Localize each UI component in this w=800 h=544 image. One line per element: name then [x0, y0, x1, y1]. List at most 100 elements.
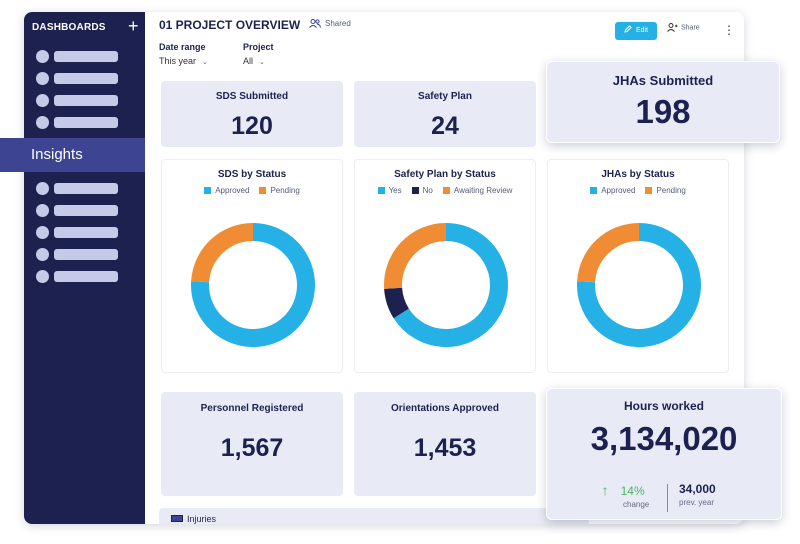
legend-label: Approved — [215, 186, 250, 195]
hours-worked-label: Hours worked — [623, 399, 704, 413]
chart-legend: Yes No Awaiting Review — [355, 186, 535, 195]
flag-icon — [171, 515, 183, 522]
legend-label: No — [422, 186, 433, 195]
legend-swatch — [259, 187, 267, 194]
sidebar-item[interactable] — [36, 50, 120, 63]
sidebar-item-icon — [36, 116, 49, 129]
project-value: All — [243, 56, 254, 66]
legend-item: Approved — [590, 186, 635, 195]
sidebar-item[interactable] — [36, 204, 120, 217]
donut-slice-yes — [393, 223, 508, 347]
sidebar-header: DASHBOARDS — [32, 22, 106, 33]
sds-submitted-value: 120 — [231, 112, 273, 140]
pencil-icon — [624, 25, 632, 33]
chart-legend: Approved Pending — [162, 186, 342, 195]
shared-indicator[interactable]: Shared — [309, 19, 351, 29]
injuries-section[interactable]: Injuries — [159, 508, 589, 524]
legend-item: Approved — [204, 186, 249, 195]
shared-label: Shared — [325, 19, 351, 28]
jhas-submitted-card: JHAs Submitted 198 — [546, 61, 780, 143]
sidebar-item-icon — [36, 94, 49, 107]
sidebar-item-placeholder — [54, 117, 118, 128]
donut-chart — [191, 223, 315, 347]
project-select[interactable]: All ⌄ — [243, 56, 274, 66]
prev-year-stat: 34,000 prev. year — [679, 482, 716, 507]
personnel-registered-card: Personnel Registered 1,567 — [161, 392, 343, 496]
donut-slice-no — [384, 287, 410, 319]
safety-plan-card: Safety Plan 24 — [354, 81, 536, 147]
date-range-label: Date range — [159, 42, 206, 52]
more-options-icon[interactable]: ⋮ — [723, 23, 735, 37]
sidebar-item[interactable] — [36, 226, 120, 239]
personnel-registered-value: 1,567 — [220, 434, 284, 462]
sidebar-item-placeholder — [54, 95, 118, 106]
legend-label: Pending — [270, 186, 300, 195]
safety-plan-value: 24 — [431, 112, 459, 140]
donut-slice-approved — [577, 223, 701, 347]
sds-by-status-chart: SDS by Status Approved Pending — [161, 159, 343, 373]
prev-year-label: prev. year — [679, 498, 714, 507]
sidebar-item-icon — [36, 248, 49, 261]
edit-button[interactable]: Edit — [615, 22, 657, 40]
users-icon — [309, 19, 321, 29]
legend-swatch — [411, 187, 419, 194]
sidebar: DASHBOARDS + — [24, 12, 145, 524]
sidebar-item-insights[interactable]: Insights — [0, 138, 145, 172]
legend-swatch — [645, 187, 653, 194]
change-value: 14% — [620, 484, 645, 498]
date-range-filter: Date range This year ⌄ — [159, 42, 208, 66]
legend-item: Pending — [259, 186, 300, 195]
personnel-registered-label: Personnel Registered — [200, 403, 304, 414]
sidebar-item-placeholder — [54, 249, 118, 260]
orientations-approved-value: 1,453 — [413, 434, 477, 462]
add-dashboard-button[interactable]: + — [128, 16, 139, 36]
legend-item: Awaiting Review — [442, 186, 513, 195]
chart-title: Safety Plan by Status — [394, 169, 496, 180]
hours-worked-card: Hours worked 3,134,020 ↑ 14% change 34,00… — [546, 388, 782, 520]
sidebar-item-icon — [36, 72, 49, 85]
sidebar-item[interactable] — [36, 248, 120, 261]
injuries-label: Injuries — [187, 514, 217, 524]
share-button[interactable]: Share — [667, 23, 700, 32]
share-button-label: Share — [681, 24, 700, 32]
sidebar-item-icon — [36, 270, 49, 283]
orientations-approved-label: Orientations Approved — [391, 403, 499, 414]
page-title: 01 PROJECT OVERVIEW — [159, 18, 301, 32]
sidebar-item[interactable] — [36, 116, 120, 129]
edit-button-label: Edit — [635, 27, 649, 34]
sidebar-item-icon — [36, 182, 49, 195]
legend-swatch — [377, 187, 385, 194]
safety-plan-label: Safety Plan — [418, 91, 472, 102]
donut-chart — [577, 223, 701, 347]
chart-title: JHAs by Status — [601, 169, 675, 180]
chart-legend: Approved Pending — [548, 186, 728, 195]
sidebar-item[interactable] — [36, 270, 120, 283]
date-range-select[interactable]: This year ⌄ — [159, 56, 208, 66]
user-share-icon — [667, 23, 678, 32]
legend-label: Awaiting Review — [453, 186, 513, 195]
donut-slice-approved — [191, 223, 315, 347]
sidebar-item[interactable] — [36, 182, 120, 195]
sidebar-item-placeholder — [54, 227, 118, 238]
legend-label: Approved — [601, 186, 636, 195]
sidebar-item[interactable] — [36, 72, 120, 85]
chevron-down-icon: ⌄ — [259, 59, 265, 66]
sidebar-item-placeholder — [54, 183, 118, 194]
legend-label: Yes — [388, 186, 402, 195]
safety-plan-by-status-chart: Safety Plan by Status Yes No Awaiting Re… — [354, 159, 536, 373]
main-content: 01 PROJECT OVERVIEW Shared Edit Share ⋮ … — [145, 12, 744, 524]
sidebar-item-icon — [36, 50, 49, 63]
sidebar-item-icon — [36, 226, 49, 239]
legend-item: Yes — [377, 186, 402, 195]
legend-item: Pending — [645, 186, 686, 195]
legend-label: Pending — [656, 186, 686, 195]
sidebar-item-placeholder — [54, 73, 118, 84]
sidebar-item-placeholder — [54, 51, 118, 62]
stat-divider — [667, 484, 668, 512]
donut-slice-pending — [191, 223, 254, 283]
jhas-submitted-label: JHAs Submitted — [612, 73, 714, 88]
jhas-by-status-chart: JHAs by Status Approved Pending — [547, 159, 729, 373]
sidebar-item[interactable] — [36, 94, 120, 107]
project-filter: Project All ⌄ — [243, 42, 274, 66]
sds-submitted-card: SDS Submitted 120 — [161, 81, 343, 147]
